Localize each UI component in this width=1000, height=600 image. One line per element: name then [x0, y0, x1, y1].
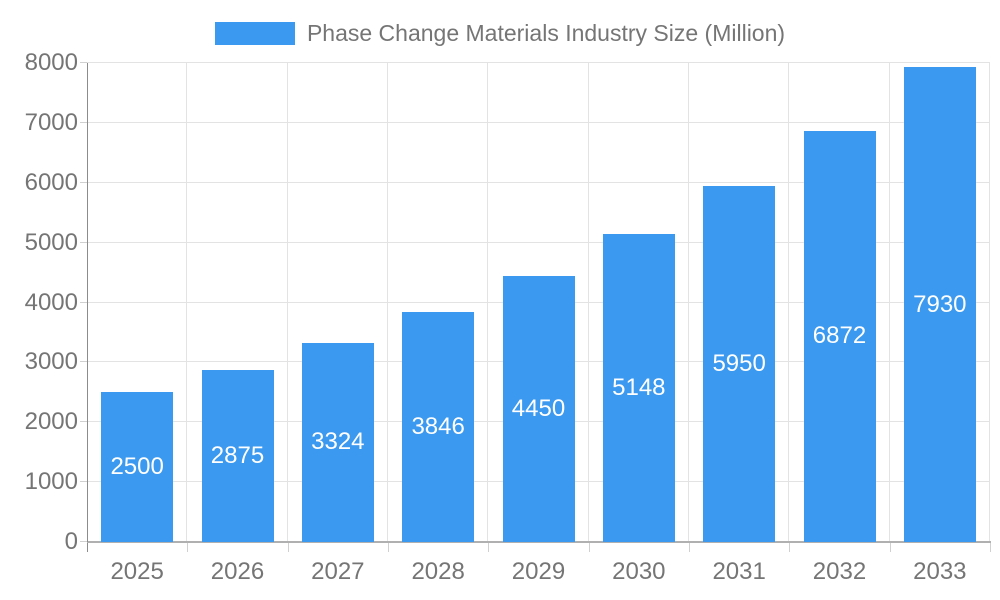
x-tick-label: 2026: [210, 558, 265, 585]
gridline-vertical: [989, 63, 990, 542]
x-tickmark: [488, 543, 490, 552]
bar: 5950: [703, 185, 776, 542]
y-tick-label: 7000: [24, 108, 78, 136]
bar: 2875: [201, 369, 274, 542]
bar: 6872: [803, 130, 876, 542]
y-tickmark: [80, 301, 87, 303]
x-tick-label: 2030: [612, 558, 666, 585]
x-axis-line: [87, 541, 991, 543]
gridline-horizontal: [87, 181, 990, 183]
gridline-vertical: [788, 63, 790, 542]
gridline-horizontal: [87, 62, 990, 63]
x-tickmark: [388, 543, 389, 552]
x-tick-label: 2028: [411, 558, 465, 585]
bar-value-label: 3324: [311, 428, 365, 456]
x-tickmark: [889, 543, 891, 552]
x-tick-label: 2031: [712, 558, 766, 585]
x-tickmark: [287, 543, 289, 552]
bar-value-label: 5148: [612, 373, 666, 401]
bar: 3324: [301, 342, 374, 542]
legend-swatch: [214, 22, 295, 45]
legend-label: Phase Change Materials Industry Size (Mi…: [306, 20, 786, 46]
gridline-vertical: [487, 63, 489, 542]
bar-value-label: 7930: [913, 290, 967, 318]
y-tickmark: [80, 541, 87, 542]
y-tickmark: [80, 181, 87, 183]
y-tick-label: 2000: [24, 408, 78, 436]
bar: 5148: [602, 233, 675, 542]
y-tickmark: [80, 241, 87, 243]
gridline-horizontal: [87, 241, 990, 243]
y-tickmark: [80, 481, 87, 483]
bar-value-label: 2875: [210, 441, 265, 469]
gridline-vertical: [587, 63, 589, 542]
y-axis-line: [87, 63, 88, 542]
x-tickmark: [187, 543, 189, 552]
y-tickmark: [80, 62, 87, 63]
gridline-vertical: [688, 63, 689, 542]
y-tick-label: 1000: [24, 468, 78, 496]
bar-value-label: 4450: [511, 394, 566, 422]
y-tick-label: 6000: [24, 168, 78, 196]
y-tickmark: [80, 361, 87, 363]
x-tickmark: [789, 543, 791, 552]
y-tick-label: 0: [64, 528, 78, 555]
bar: 3846: [402, 311, 475, 542]
x-tick-label: 2025: [110, 558, 164, 585]
x-tick-label: 2032: [812, 558, 867, 585]
gridline-horizontal: [87, 121, 990, 123]
x-tickmark: [689, 543, 690, 552]
gridline-vertical: [387, 63, 388, 542]
gridline-vertical: [286, 63, 288, 542]
bar-value-label: 3846: [411, 412, 465, 440]
y-tick-label: 4000: [24, 288, 78, 316]
x-tick-label: 2029: [511, 558, 566, 585]
y-tickmark: [80, 121, 87, 123]
y-tick-label: 5000: [24, 228, 78, 256]
y-tick-label: 3000: [24, 348, 78, 376]
bar-value-label: 5950: [712, 349, 766, 377]
plot-area: 2500 2875 3324 3846 4450 5148 5950 6872 7930: [87, 62, 990, 542]
gridline-vertical: [186, 63, 188, 542]
bar-value-label: 6872: [812, 322, 867, 350]
bar-value-label: 2500: [110, 453, 164, 481]
x-tickmark: [990, 543, 991, 552]
x-tick-label: 2033: [913, 558, 967, 585]
bar: 7930: [903, 67, 976, 542]
chart-legend: Phase Change Materials Industry Size (Mi…: [0, 20, 1000, 47]
gridline-vertical: [888, 63, 890, 542]
y-tickmark: [80, 421, 87, 423]
x-tick-label: 2027: [311, 558, 365, 585]
y-tick-label: 8000: [24, 49, 78, 76]
bar: 4450: [502, 275, 575, 542]
x-tickmark: [87, 543, 88, 552]
bar: 2500: [101, 392, 174, 542]
x-tickmark: [588, 543, 590, 552]
